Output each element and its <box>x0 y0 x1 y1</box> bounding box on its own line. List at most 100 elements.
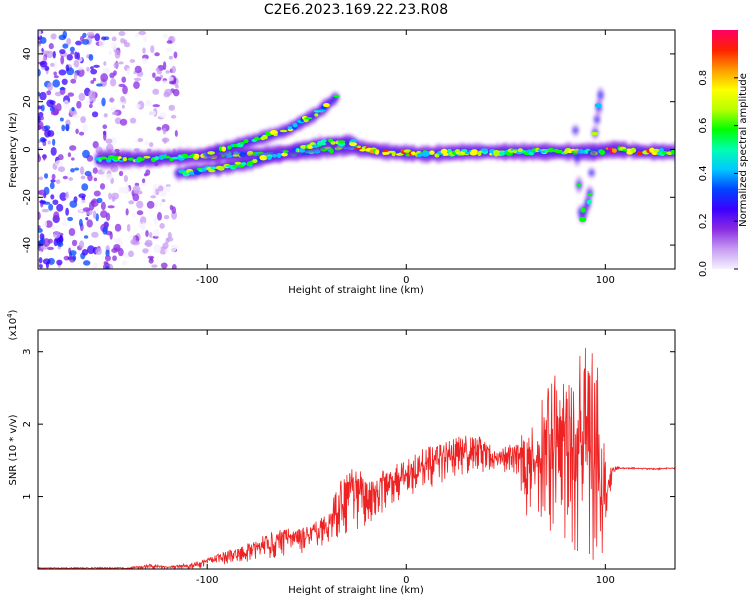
ridge-hotspot <box>528 151 535 156</box>
noise-blob <box>71 106 75 112</box>
noise-blob <box>157 211 162 221</box>
ridge-hotspot <box>304 117 313 120</box>
ridge-hotspot <box>591 131 599 136</box>
noise-blob <box>86 98 91 106</box>
noise-blob <box>53 75 59 79</box>
noise-blob <box>149 256 154 261</box>
noise-blob <box>152 228 160 237</box>
noise-blob <box>62 43 69 49</box>
noise-blob <box>93 64 100 68</box>
ridge-upper-branch <box>203 91 341 162</box>
noise-blob <box>72 255 77 261</box>
colorbar-label: Normalized spectral amplitude <box>738 73 749 227</box>
noise-blob <box>99 183 106 190</box>
noise-blob <box>73 72 78 80</box>
snr-frame <box>37 329 676 570</box>
noise-blob <box>44 129 51 138</box>
noise-blob <box>83 235 89 239</box>
noise-blob <box>79 199 87 204</box>
noise-blob <box>38 115 41 124</box>
noise-blob <box>78 208 84 213</box>
ridge-hotspot <box>234 161 242 165</box>
noise-blob <box>70 51 75 55</box>
noise-blob <box>123 175 128 183</box>
noise-blob <box>50 194 55 200</box>
ridge-hotspot <box>594 103 602 108</box>
noise-blob <box>160 262 168 269</box>
noise-blob <box>108 97 115 103</box>
noise-blob <box>71 239 78 247</box>
ridge-hotspot <box>374 149 380 155</box>
noise-blob <box>152 88 160 95</box>
noise-blob <box>117 247 124 257</box>
noise-blob <box>152 187 156 196</box>
noise-blob <box>149 110 157 116</box>
snr-xlabel: Height of straight line (km) <box>288 585 424 596</box>
noise-blob <box>145 230 149 238</box>
noise-blob <box>162 61 167 71</box>
noise-blob <box>75 128 79 135</box>
x-tick-label: 0 <box>403 275 409 286</box>
noise-blob <box>54 61 58 70</box>
snr-ticks: -100 0 100 1 2 3 <box>22 330 675 586</box>
noise-blob <box>81 183 89 191</box>
ridge-hotspot <box>227 145 232 150</box>
ridge-hotspot <box>298 148 306 153</box>
noise-blob <box>68 228 76 237</box>
noise-blob <box>164 249 169 253</box>
ridge-hotspot <box>350 139 358 143</box>
noise-blob <box>170 244 177 253</box>
noise-blob <box>91 200 96 204</box>
noise-blob <box>152 104 160 108</box>
ridge-hotspot <box>127 157 134 161</box>
noise-blob <box>154 52 160 57</box>
ridge-hotspot <box>321 142 327 146</box>
noise-blob <box>136 200 144 209</box>
noise-blob <box>88 201 95 211</box>
noise-blob <box>168 80 177 85</box>
noise-blob <box>39 264 43 269</box>
noise-blob <box>56 203 64 212</box>
noise-blob <box>86 32 95 37</box>
noise-blob <box>98 39 105 48</box>
noise-blob <box>105 249 110 257</box>
noise-blob <box>50 179 56 183</box>
noise-blob <box>93 177 98 182</box>
noise-blob <box>56 259 63 266</box>
noise-blob <box>67 152 72 158</box>
noise-blob <box>109 263 114 269</box>
noise-blob <box>96 83 103 87</box>
noise-blob <box>111 36 117 42</box>
noise-blob <box>150 45 155 54</box>
noise-blob <box>52 199 59 205</box>
y-tick-label: 20 <box>22 95 33 108</box>
snr-yscale-exp: 4 <box>6 313 14 318</box>
colorbar-tick-label: 0.0 <box>698 261 709 277</box>
noise-blob <box>42 154 46 161</box>
noise-blob <box>107 205 115 209</box>
ridge-hotspot <box>281 152 288 157</box>
noise-blob <box>65 123 70 132</box>
ridge-hotspot <box>320 139 327 143</box>
noise-blob <box>82 207 91 212</box>
noise-blob <box>63 99 70 109</box>
ridge-lower-branch <box>173 133 359 182</box>
noise-blob <box>65 207 69 216</box>
ridge-hotspot <box>587 192 593 197</box>
noise-blob <box>39 60 48 68</box>
noise-blob <box>137 137 144 142</box>
noise-blob <box>75 40 82 46</box>
noise-blob <box>150 195 157 199</box>
noise-blob <box>132 185 141 193</box>
noise-blob <box>87 173 93 182</box>
noise-blob <box>140 181 147 187</box>
ridge-hotspot <box>314 113 319 117</box>
x-tick-label: -100 <box>196 575 219 586</box>
noise-blob <box>60 55 65 65</box>
noise-blob <box>165 237 170 244</box>
ridge-spike-left <box>571 87 605 225</box>
noise-blob <box>42 50 51 55</box>
noise-blob <box>48 203 54 211</box>
noise-blob <box>154 76 162 82</box>
colorbar-tick-label: 0.2 <box>698 213 709 229</box>
